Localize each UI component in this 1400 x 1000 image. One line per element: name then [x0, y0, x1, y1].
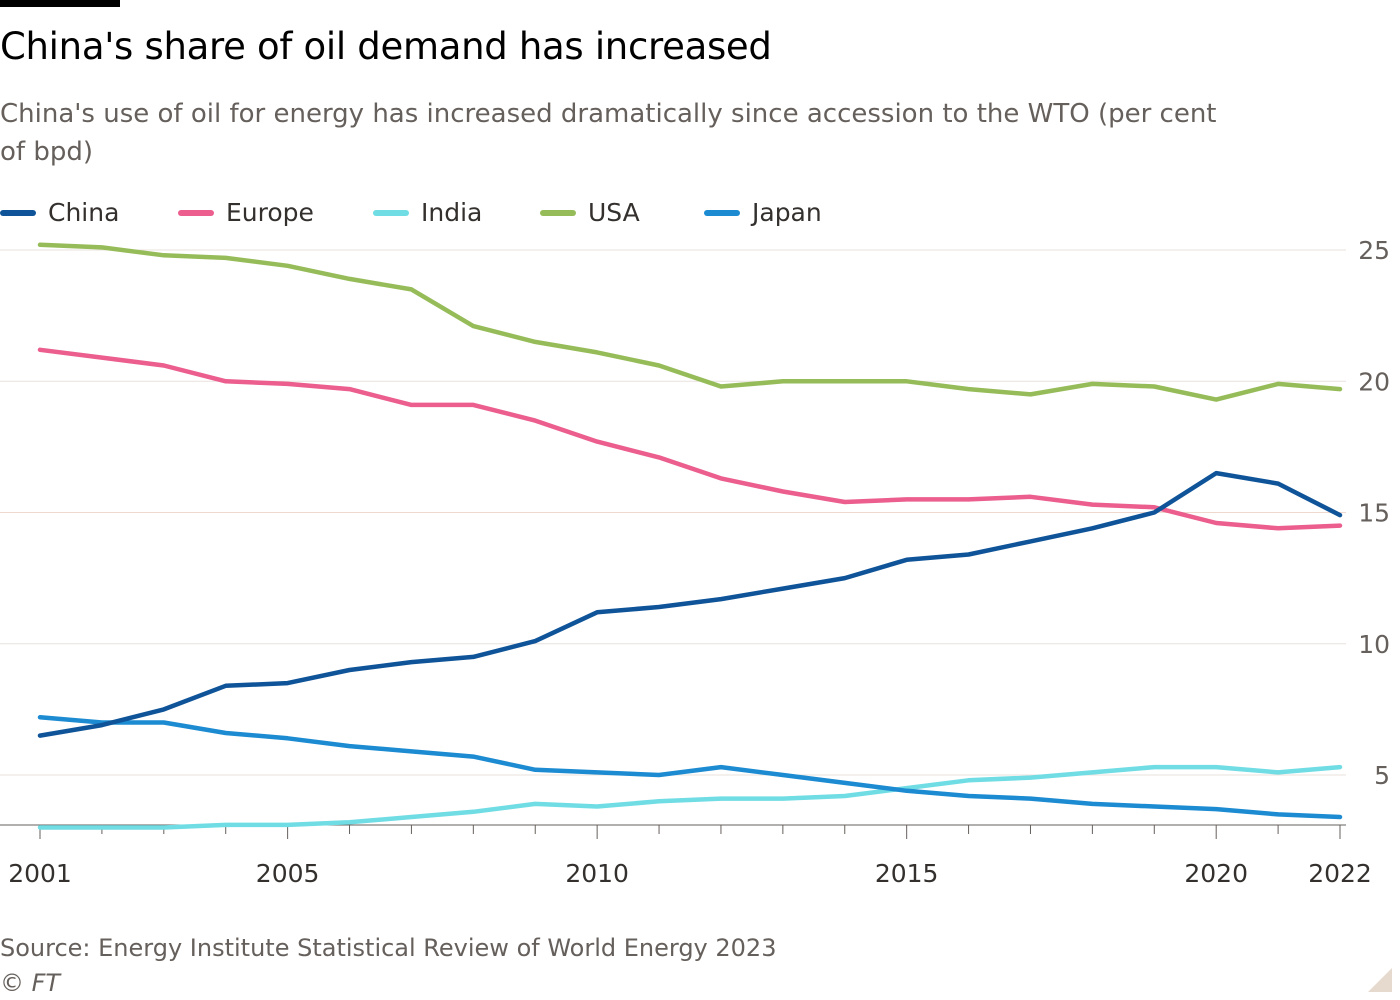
series-line-usa — [37, 242, 1343, 402]
legend-item-india: India — [373, 196, 482, 230]
corner-fold-decoration — [1368, 968, 1392, 992]
chart-subtitle: China's use of oil for energy has increa… — [0, 99, 1217, 167]
series-line-india — [37, 764, 1343, 830]
x-tick-label: 2022 — [1308, 859, 1372, 888]
y-tick-label: 20 — [1358, 367, 1390, 396]
legend-item-china: China — [0, 196, 119, 230]
x-tick-label: 2020 — [1184, 859, 1248, 888]
legend-label-japan: Japan — [752, 198, 822, 227]
legend-swatch-japan — [704, 210, 740, 216]
legend-label-usa: USA — [588, 198, 640, 227]
legend-label-europe: Europe — [226, 198, 314, 227]
x-tick-label: 2005 — [256, 859, 320, 888]
legend-label-china: China — [48, 198, 120, 227]
x-tick-label: 2015 — [875, 859, 939, 888]
y-tick-label: 5 — [1374, 761, 1390, 790]
source-note: Source: Energy Institute Statistical Rev… — [0, 934, 777, 962]
chart-title: China's share of oil demand has increase… — [0, 25, 772, 68]
y-tick-label: 15 — [1358, 499, 1390, 528]
top-accent-bar — [0, 0, 120, 7]
legend-item-europe: Europe — [178, 196, 314, 230]
series-line-china — [37, 470, 1343, 738]
y-tick-label: 25 — [1358, 236, 1390, 265]
y-axis-labels: 5 10 15 20 25 — [1358, 236, 1390, 790]
legend-swatch-india — [373, 210, 409, 216]
copyright-note: © FT — [0, 969, 61, 997]
x-tick-label: 2001 — [8, 859, 72, 888]
legend-swatch-europe — [178, 210, 214, 216]
legend-swatch-china — [0, 210, 36, 216]
legend-item-japan: Japan — [704, 196, 822, 230]
legend-item-usa: USA — [540, 196, 640, 230]
x-tick-label: 2010 — [565, 859, 629, 888]
legend-swatch-usa — [540, 210, 576, 216]
series-line-europe — [37, 347, 1343, 531]
line-chart: 5 10 15 20 25 2001 2005 2010 2015 2020 2022 — [0, 236, 1390, 888]
y-tick-label: 10 — [1358, 630, 1390, 659]
series-lines — [37, 242, 1343, 830]
x-axis-labels: 2001 2005 2010 2015 2020 2022 — [8, 859, 1372, 888]
legend-label-india: India — [421, 198, 483, 227]
series-line-japan — [37, 715, 1343, 820]
gridlines — [0, 249, 1346, 776]
